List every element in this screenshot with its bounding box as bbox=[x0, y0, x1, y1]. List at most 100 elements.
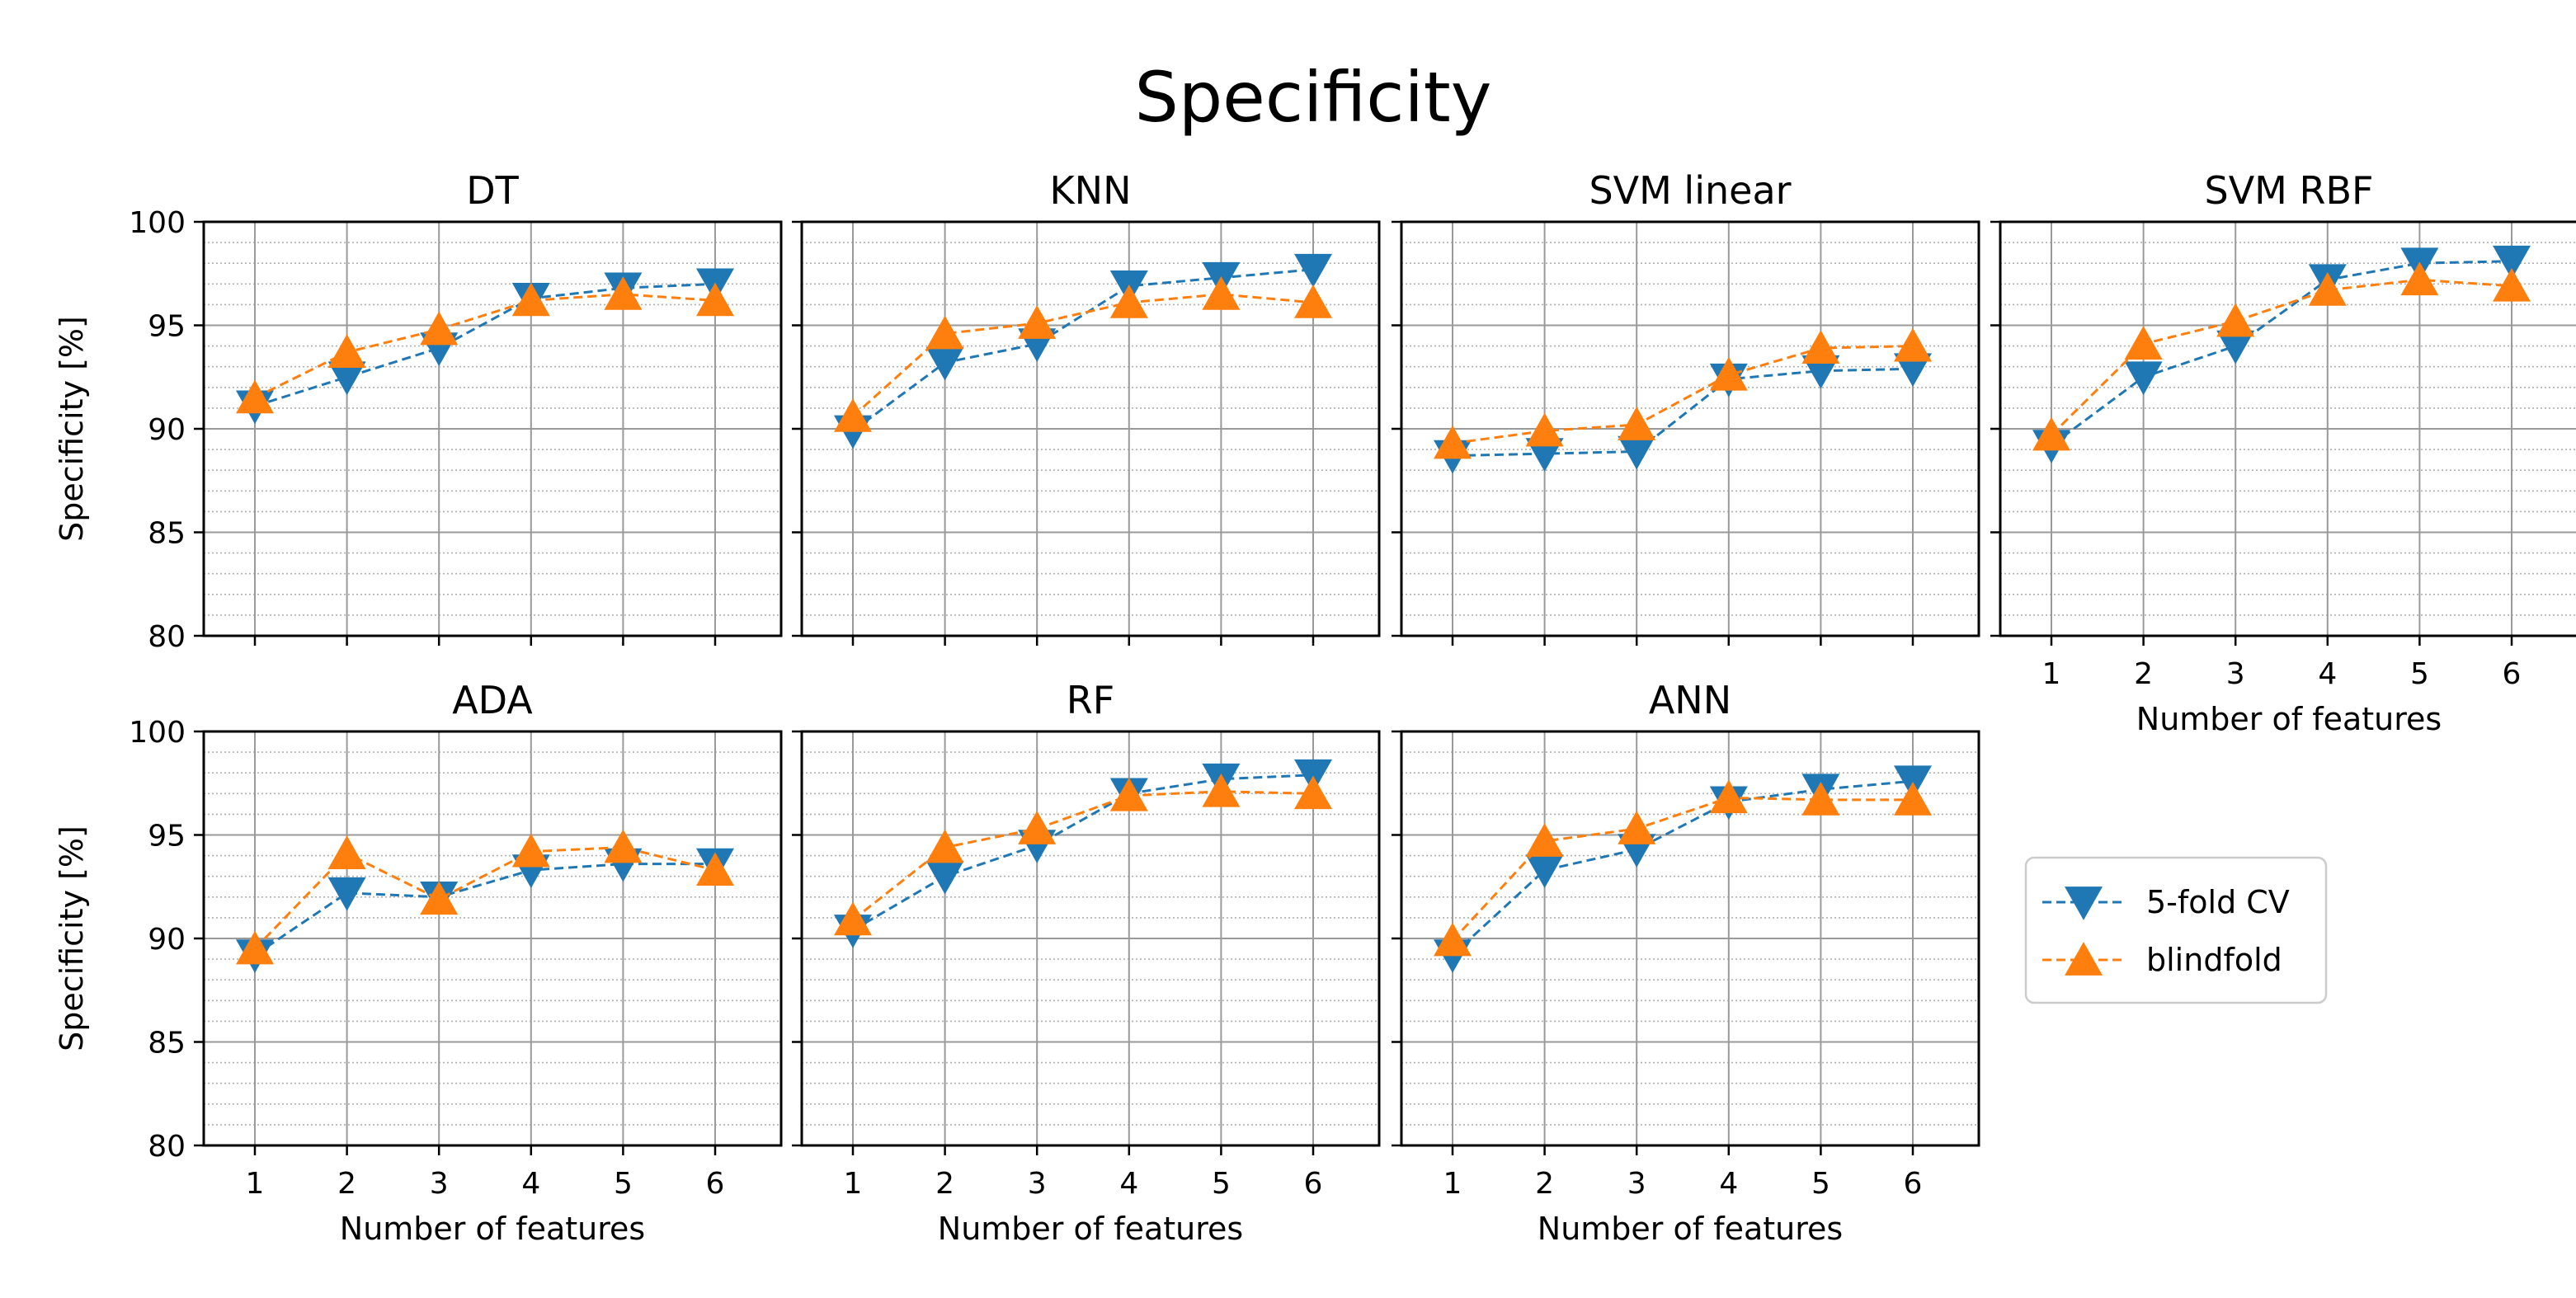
y-tick-label: 85 bbox=[148, 517, 186, 551]
x-tick-label: 6 bbox=[1904, 1167, 1923, 1201]
data-point-blindfold bbox=[1618, 407, 1656, 440]
data-point-5-fold-cv bbox=[1894, 353, 1932, 388]
x-tick-label: 6 bbox=[706, 1167, 725, 1201]
data-point-blindfold bbox=[2493, 267, 2531, 302]
x-tick-label: 6 bbox=[2503, 657, 2522, 691]
data-point-blindfold bbox=[1801, 330, 1840, 364]
x-tick-label: 2 bbox=[1535, 1167, 1554, 1201]
x-tick-label: 1 bbox=[2042, 657, 2061, 691]
panels-container: DT 80 85 90 95 100 Specificity [%] KNN SVM linea… bbox=[54, 168, 2576, 1247]
x-tick-label: 5 bbox=[1212, 1167, 1231, 1201]
x-tick-label: 3 bbox=[2226, 657, 2245, 691]
series-line-5-fold-cv bbox=[1451, 779, 1914, 957]
x-tick-label: 2 bbox=[2134, 657, 2153, 691]
x-axis-label: Number of features bbox=[340, 1211, 645, 1247]
y-axis-label: Specificity [%] bbox=[54, 825, 90, 1051]
legend-box bbox=[2024, 856, 2328, 1004]
data-point-blindfold bbox=[2216, 303, 2255, 337]
y-tick-label: 80 bbox=[148, 620, 186, 654]
series-line-5-fold-cv bbox=[852, 774, 1314, 932]
panel-ann: ANN 1 2 3 4 5 6 Number of features bbox=[1392, 678, 1980, 1247]
data-point-5-fold-cv bbox=[327, 361, 366, 396]
y-tick-label: 100 bbox=[129, 206, 186, 240]
data-point-5-fold-cv bbox=[925, 860, 964, 895]
legend-marker-blindfold bbox=[2065, 942, 2103, 976]
data-point-blindfold bbox=[1894, 781, 1932, 816]
data-point-5-fold-cv bbox=[2493, 245, 2531, 280]
data-point-blindfold bbox=[1525, 412, 1564, 447]
series-line-blindfold bbox=[852, 790, 1314, 921]
series-line-5-fold-cv bbox=[1452, 367, 1914, 458]
series-line-5-fold-cv bbox=[2051, 260, 2512, 447]
data-point-blindfold bbox=[2400, 261, 2439, 296]
series-line-blindfold bbox=[1451, 796, 1913, 942]
data-point-blindfold bbox=[604, 829, 643, 863]
panel-title: ANN bbox=[1649, 678, 1731, 722]
panel-svm-rbf: SVM RBF 1 2 3 4 5 6 Number of features bbox=[1990, 168, 2576, 737]
y-tick-label: 85 bbox=[148, 1027, 186, 1061]
y-tick-label: 80 bbox=[148, 1130, 186, 1164]
y-tick-label: 90 bbox=[148, 413, 186, 447]
data-point-blindfold bbox=[1709, 779, 1748, 814]
data-point-5-fold-cv bbox=[1294, 253, 1332, 288]
data-point-blindfold bbox=[327, 334, 366, 368]
data-point-blindfold bbox=[1109, 285, 1148, 318]
x-tick-label: 2 bbox=[935, 1167, 954, 1201]
data-point-blindfold bbox=[1018, 811, 1057, 844]
y-tick-label: 90 bbox=[148, 923, 186, 957]
y-tick-label: 95 bbox=[148, 820, 186, 854]
data-point-5-fold-cv bbox=[2124, 361, 2163, 396]
data-point-blindfold bbox=[1202, 773, 1241, 807]
x-tick-label: 1 bbox=[246, 1167, 265, 1201]
figure-title: Specificity bbox=[1135, 57, 1492, 138]
data-point-blindfold bbox=[604, 276, 643, 310]
panel-title: SVM linear bbox=[1589, 168, 1791, 213]
panel-title: KNN bbox=[1050, 168, 1132, 213]
data-point-blindfold bbox=[925, 315, 964, 350]
data-point-blindfold bbox=[2308, 271, 2347, 306]
series-line-blindfold bbox=[1452, 345, 1914, 445]
data-point-blindfold bbox=[696, 852, 734, 886]
x-tick-label: 3 bbox=[1627, 1167, 1646, 1201]
legend-marker-5-fold-cv bbox=[2065, 886, 2103, 920]
x-tick-label: 5 bbox=[1811, 1167, 1830, 1201]
data-point-blindfold bbox=[834, 398, 872, 432]
legend-label-5-fold-cv: 5-fold CV bbox=[2146, 884, 2290, 920]
x-tick-label: 4 bbox=[2318, 657, 2337, 691]
data-point-blindfold bbox=[511, 282, 550, 317]
data-point-blindfold bbox=[696, 282, 734, 317]
data-point-blindfold bbox=[420, 311, 459, 346]
legend: 5-fold CV blindfold bbox=[2024, 856, 2328, 1004]
series-line-blindfold bbox=[2050, 278, 2512, 436]
y-tick-label: 95 bbox=[148, 310, 186, 344]
data-point-blindfold bbox=[1434, 425, 1472, 459]
data-point-5-fold-cv bbox=[1618, 435, 1656, 470]
x-tick-label: 4 bbox=[521, 1167, 540, 1201]
panel-title: SVM RBF bbox=[2205, 168, 2374, 213]
x-tick-label: 2 bbox=[337, 1167, 356, 1201]
data-point-blindfold bbox=[1525, 823, 1564, 857]
legend-label-blindfold: blindfold bbox=[2146, 942, 2282, 978]
data-point-5-fold-cv bbox=[2216, 330, 2255, 364]
data-point-blindfold bbox=[511, 833, 550, 868]
series-line-5-fold-cv bbox=[852, 268, 1314, 432]
data-point-5-fold-cv bbox=[1801, 355, 1840, 389]
data-point-blindfold bbox=[236, 379, 274, 414]
series-line-5-fold-cv bbox=[254, 282, 716, 407]
data-point-blindfold bbox=[1202, 276, 1241, 310]
panel-knn: KNN bbox=[792, 168, 1381, 646]
data-point-blindfold bbox=[1801, 781, 1840, 816]
data-point-blindfold bbox=[1294, 775, 1332, 810]
data-point-blindfold bbox=[925, 829, 964, 863]
data-point-5-fold-cv bbox=[327, 877, 366, 911]
data-point-blindfold bbox=[1894, 327, 1932, 362]
data-point-blindfold bbox=[834, 901, 872, 936]
x-tick-label: 5 bbox=[2410, 657, 2429, 691]
data-point-5-fold-cv bbox=[925, 346, 964, 381]
x-tick-label: 1 bbox=[1443, 1167, 1462, 1201]
panel-ada: ADA 80 85 90 95 100 1 2 3 4 5 6 Number of features Sp… bbox=[54, 678, 783, 1247]
x-tick-label: 3 bbox=[1028, 1167, 1047, 1201]
panel-svm-linear: SVM linear bbox=[1392, 168, 1980, 646]
panel-rf: RF 1 2 3 4 5 6 Number of features bbox=[792, 678, 1381, 1247]
